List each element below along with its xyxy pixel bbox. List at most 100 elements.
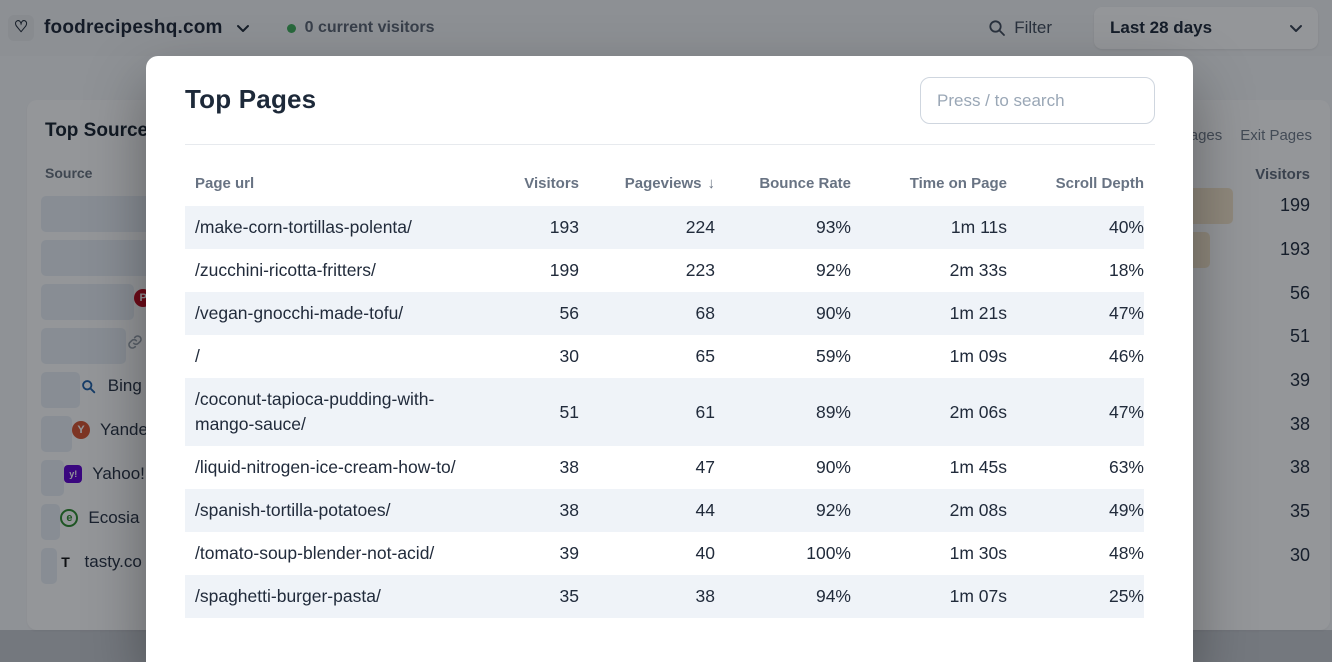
column-header-pageviews[interactable]: Pageviews ↓: [624, 175, 716, 192]
cell-bounce-rate: 92%: [815, 260, 851, 280]
cell-page-url[interactable]: /: [195, 346, 200, 366]
cell-page-url[interactable]: /zucchini-ricotta-fritters/: [195, 260, 376, 280]
cell-pageviews: 38: [695, 586, 715, 606]
cell-bounce-rate: 92%: [815, 500, 851, 520]
visitors-column-label: Visitors: [1255, 166, 1310, 183]
cell-scroll-depth: 49%: [1108, 500, 1144, 520]
visitors-value: 193: [1279, 239, 1310, 260]
date-range-label: Last 28 days: [1110, 18, 1213, 37]
visitors-value: 39: [1289, 370, 1310, 391]
visitors-value: 38: [1289, 413, 1310, 434]
table-header-row: Page url Visitors Pageviews ↓ Bounce Rate…: [185, 171, 1144, 206]
cell-visitors: 38: [559, 500, 579, 520]
visitors-value: 35: [1289, 501, 1310, 522]
cell-pageviews: 61: [695, 401, 715, 422]
column-header-visitors[interactable]: Visitors: [524, 175, 579, 192]
column-header-page-url[interactable]: Page url: [195, 175, 255, 192]
top-sources-title: Top Sources: [45, 120, 159, 141]
visitors-value: 56: [1289, 282, 1310, 303]
cell-visitors: 38: [559, 457, 579, 477]
source-label: Yahoo!: [92, 464, 145, 483]
cell-scroll-depth: 63%: [1108, 457, 1144, 477]
cell-scroll-depth: 40%: [1108, 217, 1144, 237]
online-dot-icon: [286, 23, 296, 33]
modal-title: Top Pages: [185, 84, 317, 114]
cell-time-on-page: 1m 07s: [949, 586, 1007, 606]
site-name[interactable]: foodrecipeshq.com: [44, 17, 223, 38]
top-pages-modal: Top Pages Page url Visitors Pageviews↓ B…: [146, 56, 1193, 662]
tab-exit-pages[interactable]: Exit Pages: [1240, 127, 1312, 144]
table-row[interactable]: /spaghetti-burger-pasta/35 38 94% 1m 07s 25%: [185, 575, 1144, 618]
cell-pageviews: 223: [685, 260, 715, 280]
cell-scroll-depth: 25%: [1108, 586, 1144, 606]
filter-label: Filter: [1014, 18, 1052, 37]
column-header-scroll-depth[interactable]: Scroll Depth: [1055, 175, 1144, 192]
cell-page-url[interactable]: /tomato-soup-blender-not-acid/: [195, 543, 435, 563]
column-header-bounce-rate[interactable]: Bounce Rate: [759, 175, 851, 192]
table-row[interactable]: /vegan-gnocchi-made-tofu/56 68 90% 1m 21s 47…: [185, 292, 1144, 335]
table-row[interactable]: /liquid-nitrogen-ice-cream-how-to/38 47 90…: [185, 446, 1144, 489]
visitors-value: 199: [1279, 195, 1310, 216]
cell-bounce-rate: 89%: [815, 401, 851, 422]
source-row[interactable]: y! Yahoo!: [35, 452, 429, 496]
cell-visitors: 199: [549, 260, 579, 280]
table-row[interactable]: /spanish-tortilla-potatoes/38 44 92% 2m 08s…: [185, 489, 1144, 532]
cell-time-on-page: 2m 08s: [949, 500, 1007, 520]
cell-visitors: 35: [559, 586, 579, 606]
cell-time-on-page: 1m 11s: [950, 217, 1007, 237]
cell-page-url[interactable]: /liquid-nitrogen-ice-cream-how-to/: [195, 457, 456, 477]
source-label: Yandex: [100, 420, 157, 439]
cell-time-on-page: 1m 09s: [949, 346, 1007, 366]
link-icon: [126, 333, 144, 351]
pages-table: Page url Visitors Pageviews ↓ Bounce Rate…: [185, 171, 1144, 618]
cell-visitors: 39: [559, 543, 579, 563]
cell-page-url[interactable]: /coconut-tapioca-pudding-with-mango-sauc…: [195, 389, 435, 434]
cell-page-url[interactable]: /make-corn-tortillas-polenta/: [195, 217, 412, 237]
cell-scroll-depth: 48%: [1108, 543, 1144, 563]
cell-pageviews: 68: [695, 303, 715, 323]
source-row[interactable]: e Ecosia: [35, 496, 429, 540]
top-bar: ♡ foodrecipeshq.com 0 current visitors F…: [0, 0, 1332, 56]
cell-time-on-page: 1m 21s: [949, 303, 1007, 323]
visitors-value: 30: [1289, 544, 1310, 565]
table-row[interactable]: /zucchini-ricotta-fritters/199 223 92% 2m 3…: [185, 249, 1144, 292]
cell-pageviews: 65: [695, 346, 715, 366]
cell-page-url[interactable]: /spaghetti-burger-pasta/: [195, 586, 381, 606]
source-bar: [41, 548, 57, 584]
column-header-time-on-page[interactable]: Time on Page: [909, 175, 1007, 192]
cell-visitors: 30: [559, 346, 579, 366]
table-row[interactable]: /coconut-tapioca-pudding-with-mango-sauc…: [185, 378, 1144, 446]
cell-time-on-page: 2m 33s: [949, 260, 1007, 280]
source-row[interactable]: Bing: [35, 364, 429, 408]
current-visitors: 0 current visitors: [286, 19, 434, 37]
cell-scroll-depth: 18%: [1108, 260, 1144, 280]
cell-bounce-rate: 90%: [815, 457, 851, 477]
cell-bounce-rate: 93%: [815, 217, 851, 237]
site-chevron-down-icon[interactable]: [235, 20, 251, 36]
table-row[interactable]: /make-corn-tortillas-polenta/193 224 93% 1m…: [185, 206, 1144, 249]
cell-page-url[interactable]: /vegan-gnocchi-made-tofu/: [195, 303, 404, 323]
filter-button[interactable]: Filter: [988, 18, 1052, 38]
modal-header: Top Pages: [185, 56, 1155, 145]
source-bar: [41, 416, 73, 452]
sort-desc-icon: ↓: [707, 175, 716, 192]
tasty-favicon-icon: T: [61, 554, 70, 570]
source-bar: [41, 372, 80, 408]
cell-pageviews: 44: [695, 500, 715, 520]
cell-time-on-page: 2m 06s: [949, 401, 1007, 422]
cell-visitors: 56: [559, 303, 579, 323]
source-row[interactable]: Y Yandex: [35, 408, 429, 452]
source-label: Ecosia: [88, 508, 140, 527]
cell-page-url[interactable]: /spanish-tortilla-potatoes/: [195, 500, 391, 520]
cell-visitors: 193: [549, 217, 579, 237]
table-row[interactable]: /tomato-soup-blender-not-acid/39 40 100% 1m…: [185, 532, 1144, 575]
source-bar: [41, 328, 127, 364]
date-range-button[interactable]: Last 28 days: [1094, 7, 1318, 49]
table-row[interactable]: / 30 65 59% 1m 09s 46%: [185, 335, 1144, 378]
ecosia-favicon-icon: e: [60, 509, 79, 527]
cell-time-on-page: 1m 30s: [949, 543, 1007, 563]
site-favicon: ♡: [8, 15, 34, 41]
source-bar: [41, 504, 61, 540]
search-input[interactable]: [920, 77, 1155, 124]
